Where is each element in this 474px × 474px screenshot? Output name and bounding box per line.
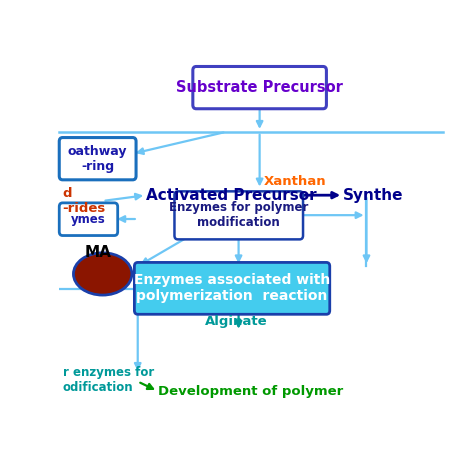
Text: Alginate: Alginate [205, 316, 267, 328]
Text: Enzymes for polymer
modification: Enzymes for polymer modification [169, 201, 309, 229]
Text: Xanthan: Xanthan [264, 175, 326, 188]
FancyBboxPatch shape [59, 203, 118, 236]
Text: d
-rides: d -rides [63, 187, 106, 215]
FancyBboxPatch shape [174, 191, 303, 239]
Text: Substrate Precursor: Substrate Precursor [176, 80, 343, 95]
FancyBboxPatch shape [59, 137, 136, 180]
Text: Enzymes associated with
polymerization  reaction: Enzymes associated with polymerization r… [134, 273, 330, 303]
FancyBboxPatch shape [135, 263, 330, 314]
Text: r enzymes for
odification: r enzymes for odification [63, 365, 154, 393]
Text: MA: MA [84, 246, 111, 260]
Text: Synthe: Synthe [343, 188, 404, 203]
Text: Development of polymer: Development of polymer [158, 384, 343, 398]
Text: oathway
-ring: oathway -ring [68, 145, 128, 173]
Text: Activated Precursor: Activated Precursor [146, 188, 317, 203]
Text: ymes: ymes [71, 213, 106, 226]
FancyBboxPatch shape [193, 66, 327, 109]
Ellipse shape [73, 253, 132, 295]
